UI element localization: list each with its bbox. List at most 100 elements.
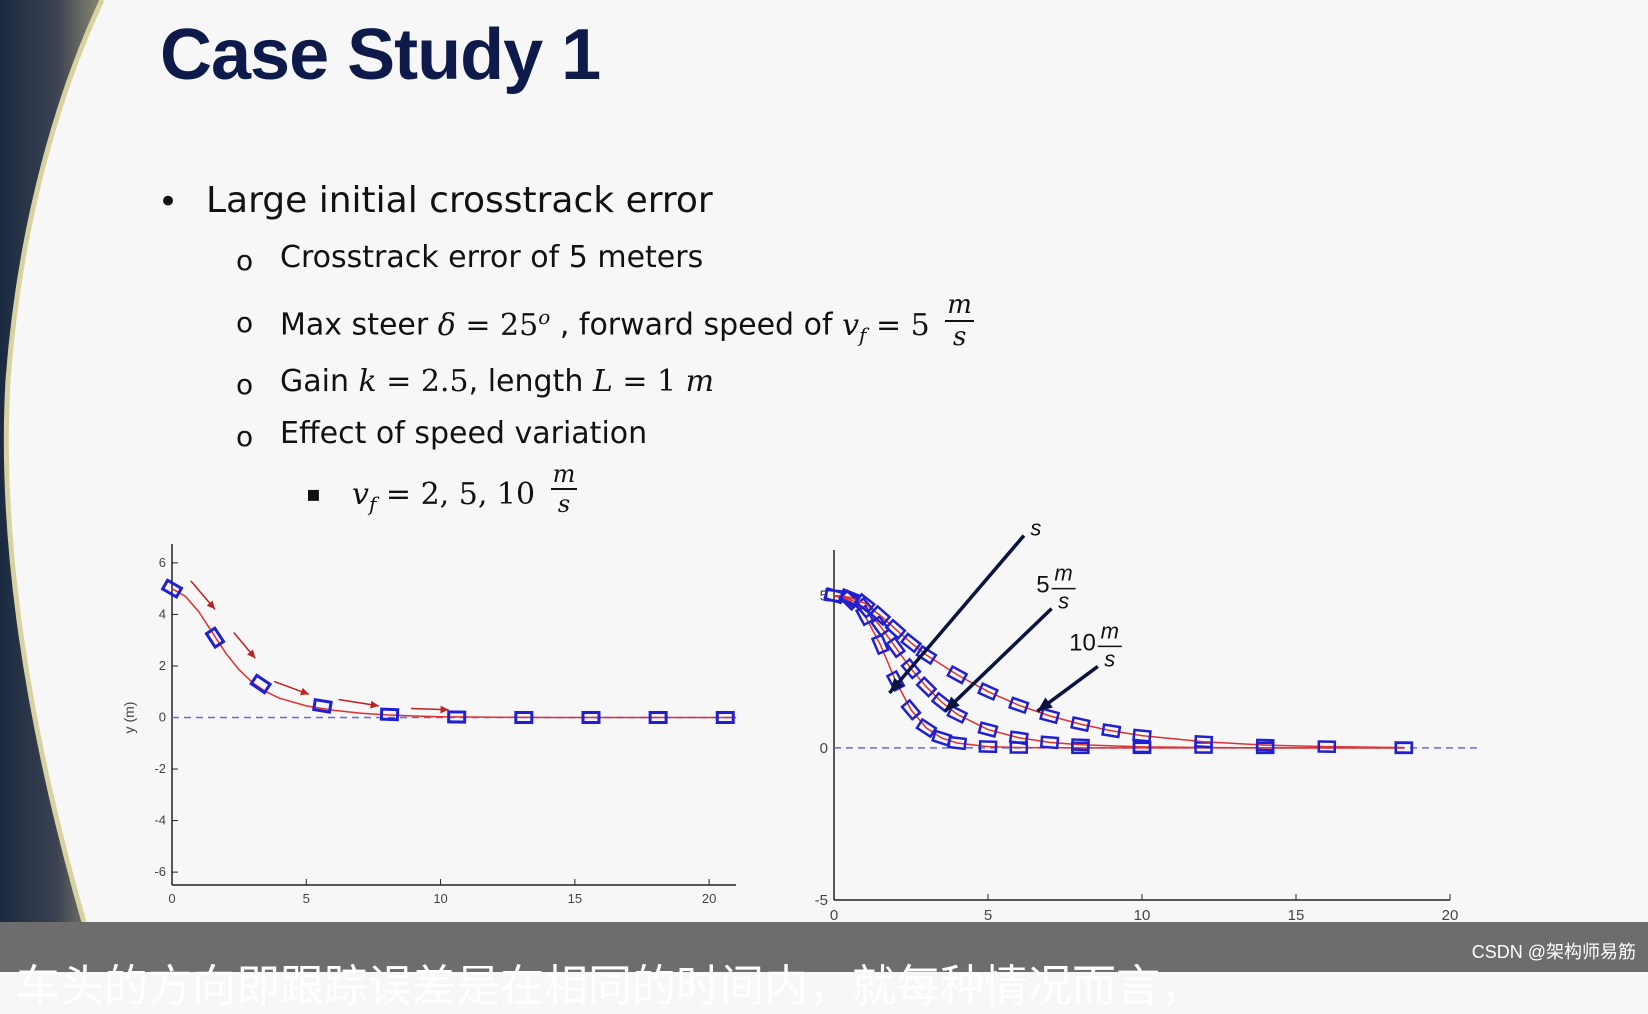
left-edge-decoration	[0, 0, 102, 922]
x-tick-label: 10	[433, 891, 447, 906]
vehicle-marker	[249, 673, 273, 695]
label-arrow-head	[889, 677, 904, 694]
vehicle-marker	[915, 644, 938, 666]
vehicle-marker	[311, 697, 333, 714]
y-axis-label: y (m)	[121, 702, 137, 734]
vehicle-marker	[1008, 730, 1029, 746]
y-tick-label: 0	[159, 710, 166, 725]
vehicle-marker	[977, 682, 999, 701]
x-tick-label: 15	[568, 891, 582, 906]
y-tick-label: 0	[820, 740, 828, 757]
vehicle-marker	[869, 604, 892, 627]
x-tick-label: 0	[830, 907, 838, 924]
watermark: CSDN @架构师易筋	[1471, 942, 1636, 962]
trajectory-line	[171, 588, 736, 719]
sub-bullet-2-text: Max steer δ = 25o , forward speed of vf …	[280, 292, 974, 350]
vehicle-marker	[1132, 728, 1152, 743]
vehicle-marker	[1008, 696, 1030, 715]
sub-bullet-2-label-a: Max steer	[280, 307, 429, 343]
y-tick-label: -2	[154, 761, 166, 776]
sub-bullet-3-text: Gain k = 2.5, length L = 1 m	[280, 364, 714, 399]
sub-bullet-3-label-b: , length	[468, 364, 584, 399]
vehicle-marker	[915, 717, 938, 739]
video-subtitle: 车头的方向即跟踪误差是在相同的时间内，就每种情况而言，	[16, 961, 1204, 1012]
speed-unit-den: s	[1058, 589, 1069, 614]
motion-arrow-head	[247, 649, 256, 659]
slide-title: Case Study 1	[160, 15, 601, 95]
length-equation: L = 1 m	[592, 364, 715, 399]
vehicle-marker	[1101, 723, 1122, 739]
speed-label: 5	[1036, 572, 1049, 599]
speed-unit-den: s	[1104, 646, 1115, 671]
vehicle-marker	[978, 740, 998, 754]
vehicle-marker	[379, 707, 400, 722]
max-steer-equation: δ = 25o	[437, 304, 551, 343]
left-edge-highlight	[3, 0, 105, 923]
speed-unit-den: s	[1030, 520, 1041, 541]
speed-unit-num: m	[1054, 561, 1072, 586]
vehicle-marker	[447, 710, 467, 724]
vehicle-marker	[581, 711, 601, 724]
motion-arrow-head	[440, 705, 449, 714]
y-tick-label: -4	[154, 813, 166, 828]
x-tick-label: 5	[984, 907, 992, 924]
label-arrow	[943, 607, 1053, 713]
vehicle-marker	[884, 618, 907, 640]
vehicle-marker	[900, 698, 922, 721]
vehicle-marker	[947, 735, 968, 751]
x-tick-label: 10	[1134, 907, 1151, 924]
y-tick-label: 4	[159, 606, 166, 621]
gain-equation: k = 2.5	[358, 364, 469, 399]
vehicle-marker	[204, 626, 226, 650]
motion-arrow-head	[300, 687, 309, 696]
vehicle-marker	[946, 664, 969, 685]
trajectory-line	[833, 594, 1404, 749]
sub-bullet-1-text: Crosstrack error of 5 meters	[280, 240, 704, 275]
forward-speed-equation: vf = 5	[842, 307, 930, 347]
label-arrow-head	[1037, 697, 1053, 712]
vehicle-marker	[946, 704, 969, 725]
bullet-main-text: Large initial crosstrack error	[206, 180, 713, 221]
vehicle-marker	[1317, 740, 1337, 753]
label-arrow-head	[944, 696, 960, 712]
slide-frame	[0, 0, 105, 923]
motion-arrow-head	[370, 700, 379, 709]
y-tick-label: 5	[820, 588, 828, 605]
vehicle-marker	[715, 711, 735, 724]
trajectory-line	[833, 594, 1404, 749]
sub-bullet-3-label-a: Gain	[280, 364, 349, 399]
vehicle-marker	[160, 578, 184, 600]
y-tick-label: 2	[159, 658, 166, 673]
y-tick-label: -5	[815, 892, 828, 909]
x-tick-label: 0	[168, 891, 175, 906]
vehicle-marker	[870, 633, 890, 656]
motion-arrow-head	[206, 600, 215, 610]
vehicle-marker	[899, 632, 923, 654]
subtitle-bar	[0, 922, 1648, 972]
vehicle-marker	[648, 711, 668, 724]
vehicle-marker	[1394, 741, 1414, 754]
vehicle-marker	[977, 721, 999, 738]
vehicle-marker	[1070, 738, 1090, 752]
chart-speed-variation: 50-505101520y (m)2ms5ms10ms	[815, 520, 1480, 924]
vehicle-marker	[1255, 738, 1275, 752]
x-tick-label: 20	[1442, 907, 1459, 924]
speed-unit-num: m	[1101, 618, 1119, 643]
x-tick-label: 20	[702, 891, 716, 906]
x-tick-label: 5	[303, 891, 310, 906]
label-arrow	[888, 534, 1026, 695]
vehicle-marker	[915, 676, 938, 698]
x-tick-label: 15	[1288, 907, 1305, 924]
sub-bullet-4-text: Effect of speed variation	[280, 416, 648, 451]
vehicle-marker	[514, 710, 534, 725]
y-tick-label: -6	[154, 864, 166, 879]
vehicle-marker	[885, 636, 907, 659]
sub-bullet-2-label-b: , forward speed of	[559, 307, 833, 343]
speed-label: 2	[1009, 520, 1022, 526]
vehicle-marker	[1070, 716, 1091, 733]
speed-label: 10	[1069, 629, 1096, 656]
